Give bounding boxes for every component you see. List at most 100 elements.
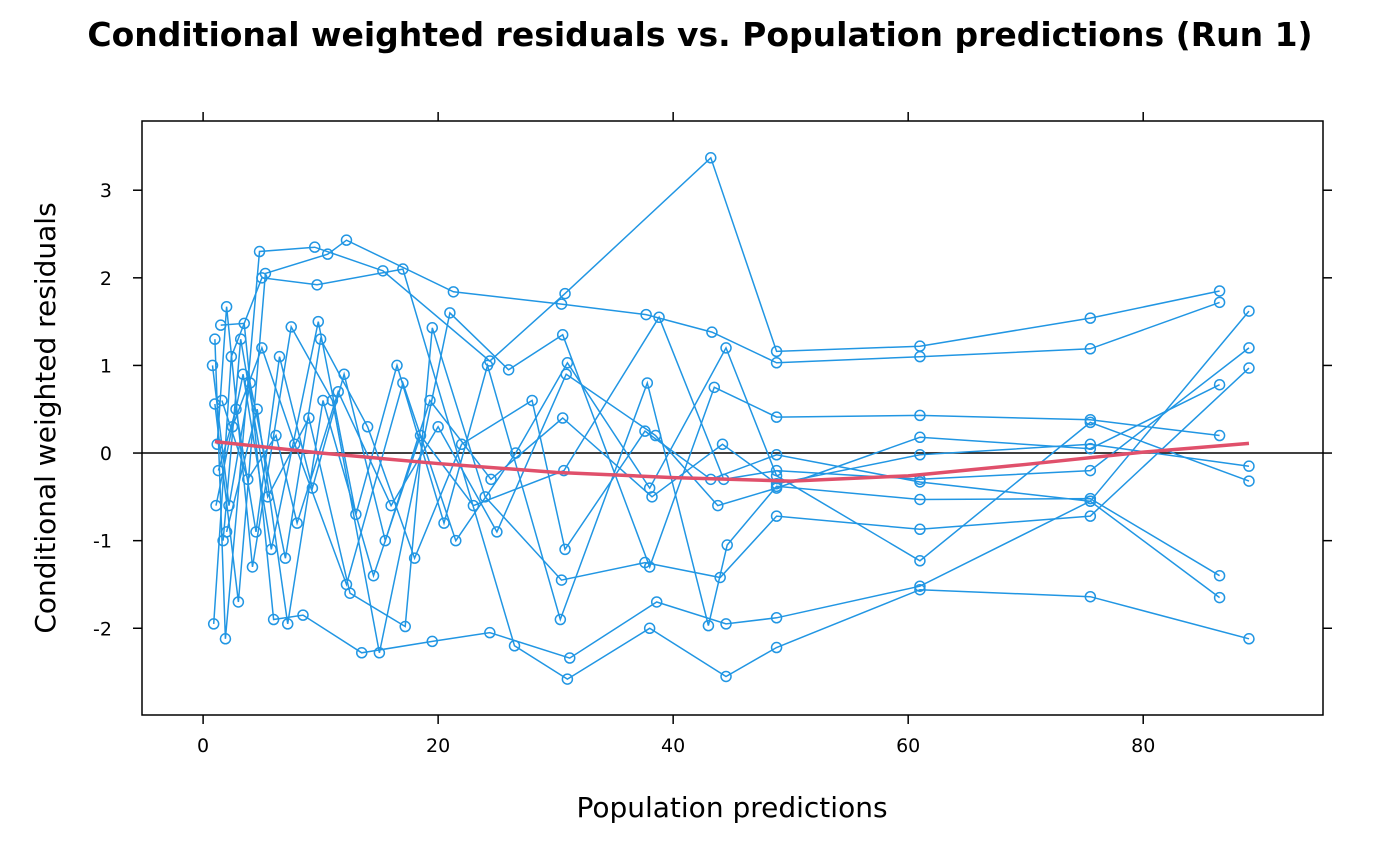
data-point bbox=[721, 539, 733, 551]
data-point bbox=[559, 543, 571, 556]
data-point bbox=[467, 499, 480, 512]
x-axis-label: Population predictions bbox=[576, 791, 887, 824]
data-point bbox=[338, 368, 350, 380]
data-point bbox=[914, 580, 926, 592]
data-point bbox=[238, 317, 250, 330]
subject-series bbox=[210, 315, 1226, 632]
data-point bbox=[220, 300, 233, 313]
x-tick-label: 80 bbox=[1131, 735, 1155, 757]
data-point bbox=[385, 499, 397, 512]
data-point bbox=[914, 583, 926, 596]
x-tick-label: 60 bbox=[896, 735, 920, 757]
data-point bbox=[414, 429, 427, 442]
plot-frame bbox=[141, 120, 1324, 716]
data-point bbox=[914, 493, 926, 506]
series-line bbox=[214, 156, 1220, 639]
data-point bbox=[377, 265, 389, 277]
subject-series bbox=[212, 350, 1255, 547]
subject-series bbox=[206, 333, 1226, 604]
data-point bbox=[210, 499, 222, 512]
chart-title: Conditional weighted residuals vs. Popul… bbox=[87, 15, 1312, 54]
data-point bbox=[321, 248, 334, 260]
data-point bbox=[444, 307, 456, 319]
data-point bbox=[361, 421, 374, 433]
data-point bbox=[1243, 305, 1255, 317]
data-point bbox=[209, 333, 221, 345]
data-point bbox=[653, 311, 665, 323]
data-point bbox=[720, 618, 732, 630]
data-point bbox=[556, 329, 569, 341]
data-point bbox=[312, 315, 325, 328]
data-point bbox=[216, 394, 228, 407]
data-point bbox=[408, 552, 421, 564]
data-point bbox=[250, 526, 262, 538]
data-point bbox=[561, 357, 574, 369]
data-point bbox=[1243, 475, 1255, 487]
data-point bbox=[1084, 442, 1097, 455]
data-point bbox=[705, 152, 717, 164]
data-point bbox=[1084, 590, 1097, 603]
data-point bbox=[526, 394, 538, 407]
data-point bbox=[355, 647, 368, 659]
data-point bbox=[1243, 460, 1255, 472]
data-point bbox=[559, 287, 571, 300]
data-point bbox=[1084, 510, 1097, 522]
x-tick-label: 0 bbox=[197, 735, 209, 757]
data-point bbox=[234, 333, 247, 345]
data-point bbox=[285, 321, 297, 333]
data-point bbox=[1084, 416, 1097, 429]
series-line bbox=[211, 336, 1221, 599]
data-point bbox=[914, 409, 926, 422]
data-point bbox=[555, 298, 568, 310]
data-point bbox=[256, 342, 268, 354]
data-point bbox=[340, 578, 353, 591]
x-tick-label: 40 bbox=[661, 735, 685, 757]
data-point bbox=[242, 473, 254, 486]
data-point bbox=[426, 635, 439, 648]
data-point bbox=[1084, 312, 1097, 324]
data-point bbox=[914, 431, 926, 444]
data-point bbox=[914, 523, 926, 536]
subject-series bbox=[209, 234, 1226, 608]
data-point bbox=[230, 403, 242, 415]
data-point bbox=[485, 473, 497, 486]
data-point bbox=[259, 267, 272, 280]
subject-series bbox=[207, 263, 1255, 685]
y-tick-label: -1 bbox=[93, 531, 112, 553]
data-point bbox=[1084, 464, 1097, 477]
y-tick-label: 3 bbox=[100, 180, 112, 202]
data-point bbox=[270, 429, 282, 442]
data-point bbox=[399, 620, 411, 633]
data-point bbox=[716, 438, 729, 451]
data-point bbox=[914, 555, 926, 567]
data-point bbox=[424, 394, 436, 407]
data-point bbox=[279, 552, 292, 564]
subject-series bbox=[226, 342, 1255, 591]
data-point bbox=[914, 449, 926, 461]
data-point bbox=[265, 543, 278, 556]
data-point bbox=[558, 464, 570, 477]
data-point bbox=[1213, 285, 1226, 297]
data-point bbox=[1243, 362, 1255, 374]
data-point bbox=[226, 421, 239, 433]
data-point bbox=[340, 234, 353, 246]
data-point bbox=[438, 517, 450, 529]
data-point bbox=[1213, 429, 1226, 442]
data-point bbox=[770, 357, 783, 369]
data-point bbox=[563, 652, 576, 664]
data-point bbox=[311, 279, 323, 291]
data-point bbox=[643, 482, 656, 494]
data-point bbox=[332, 385, 344, 398]
data-point bbox=[432, 421, 444, 433]
series-line bbox=[221, 373, 1220, 534]
data-point bbox=[367, 569, 380, 582]
data-point bbox=[556, 412, 569, 424]
series-line bbox=[217, 356, 1250, 544]
data-point bbox=[1084, 492, 1097, 505]
data-point bbox=[219, 633, 232, 645]
data-point bbox=[1243, 633, 1255, 645]
data-point bbox=[502, 364, 515, 376]
data-point bbox=[770, 464, 783, 477]
data-point bbox=[720, 342, 732, 354]
